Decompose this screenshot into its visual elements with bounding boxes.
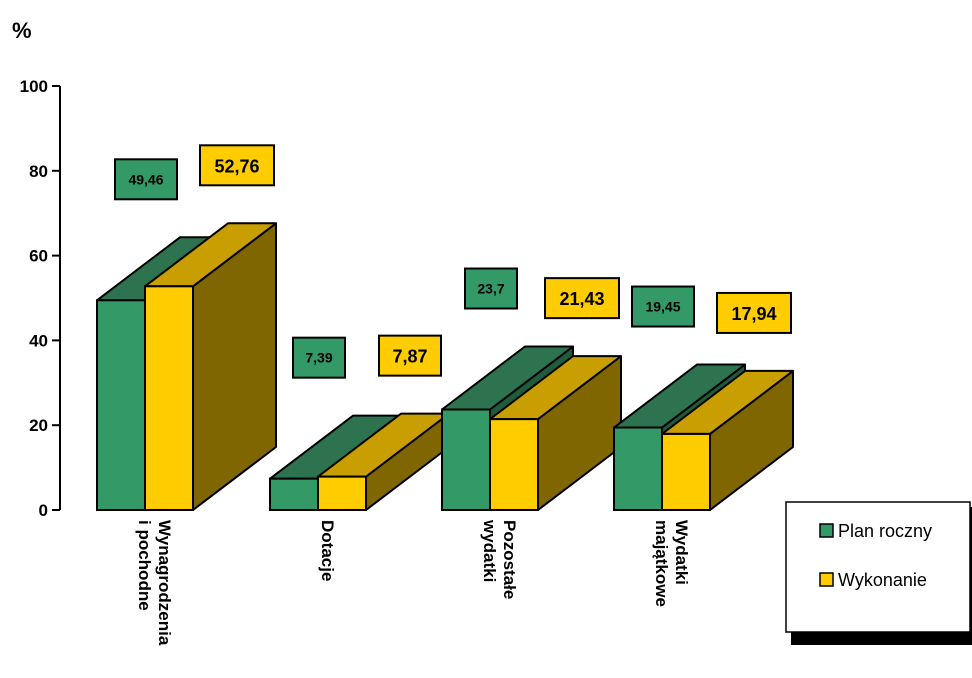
data-label: 7,87: [392, 347, 427, 367]
legend-box: [785, 501, 971, 633]
data-label: 19,45: [645, 299, 680, 315]
data-label: 17,94: [731, 304, 776, 324]
y-tick-label: 0: [39, 501, 48, 520]
data-label-box: [716, 291, 792, 334]
y-tick-label: 20: [29, 416, 48, 435]
data-label-box: [544, 277, 620, 320]
data-label-box: [114, 158, 178, 201]
y-unit-label: %: [12, 18, 32, 43]
bar: [441, 408, 491, 511]
bar: [661, 432, 711, 511]
bar: [269, 477, 319, 512]
y-tick-label: 80: [29, 162, 48, 181]
data-labels: 49,46 52,76 7,39 7,87 23,7 21,43 19,45 17,94: [114, 144, 792, 379]
y-tick-label: 60: [29, 247, 48, 266]
y-axis: 0 20 40 60 80 100: [20, 77, 61, 520]
data-label-box: [292, 336, 346, 379]
data-label: 23,7: [477, 281, 504, 297]
data-label: 21,43: [559, 289, 604, 309]
legend-label: Wykonanie: [838, 570, 927, 590]
bar: [144, 285, 194, 511]
data-label-box: [631, 285, 695, 328]
y-tick-label: 40: [29, 331, 48, 350]
category-label-line: wydatki: [480, 519, 499, 582]
category-label-line: Wynagrodzenia: [155, 520, 174, 646]
legend-swatch: [819, 572, 834, 587]
bar: [489, 418, 539, 512]
legend-swatch: [819, 523, 834, 538]
data-label: 49,46: [128, 171, 163, 187]
data-label-box: [199, 144, 275, 187]
category-label-line: Pozostałe: [500, 520, 519, 599]
category-label: Dotacje: [318, 520, 337, 581]
legend-label: Plan roczny: [838, 521, 932, 541]
category-label-line: Dotacje: [318, 520, 337, 581]
data-label: 52,76: [214, 156, 259, 176]
bars: [96, 222, 794, 512]
data-label: 7,39: [305, 350, 332, 366]
category-label-line: Wydatki: [672, 520, 691, 585]
bar: [613, 426, 663, 512]
bar: [96, 299, 146, 512]
category-label-line: majątkowe: [652, 520, 671, 607]
category-label-line: i pochodne: [135, 520, 154, 611]
y-tick-label: 100: [20, 77, 48, 96]
bar: [317, 475, 367, 511]
legend: Plan roczny Wykonanie: [785, 501, 972, 645]
data-label-box: [378, 334, 442, 377]
data-label-box: [464, 267, 518, 310]
